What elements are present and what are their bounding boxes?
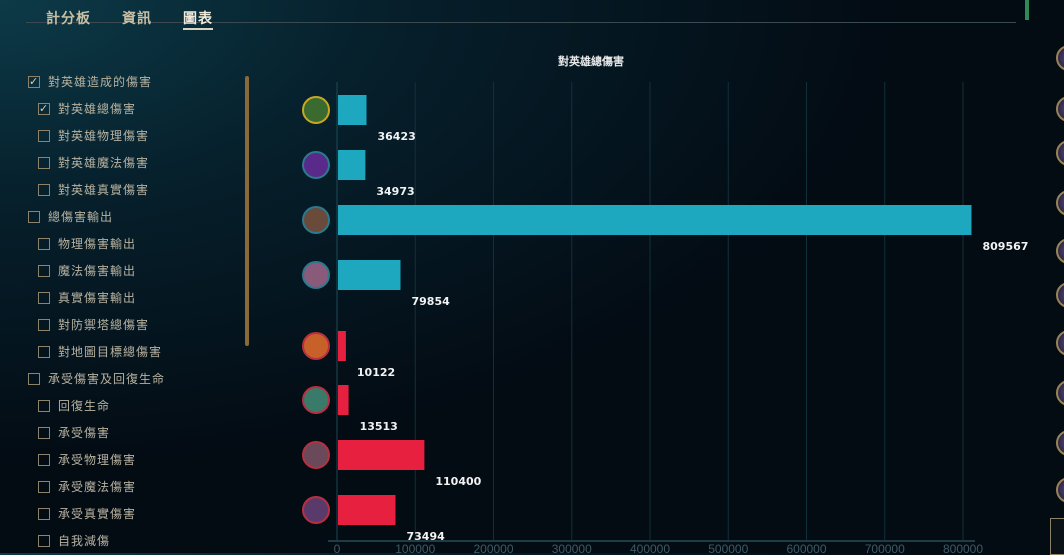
sidebar-item-label: 承受傷害 <box>58 426 111 440</box>
checkbox[interactable] <box>38 291 50 304</box>
bar <box>338 495 396 525</box>
sidebar-item[interactable]: 承受傷害及回復生命 <box>28 370 165 387</box>
sidebar-item-label: 回復生命 <box>58 399 111 413</box>
champion-icon <box>302 441 330 469</box>
sidebar-item-label: 承受物理傷害 <box>58 453 137 467</box>
sidebar-item-label: 對英雄總傷害 <box>58 102 137 116</box>
sidebar-item-label: 承受魔法傷害 <box>58 480 137 494</box>
sidebar-item-label: 總傷害輸出 <box>48 210 114 224</box>
sidebar-item[interactable]: 對英雄真實傷害 <box>38 181 149 198</box>
bar <box>338 440 425 470</box>
champion-icon <box>302 151 330 179</box>
bar-value-label: 34973 <box>376 185 414 198</box>
sidebar-item-label: 對防禦塔總傷害 <box>58 318 150 332</box>
bar <box>338 95 367 125</box>
sidebar-item-label: 承受真實傷害 <box>58 507 137 521</box>
bar <box>338 205 972 235</box>
checkbox[interactable] <box>28 210 40 223</box>
champion-icon <box>302 496 330 524</box>
checkbox[interactable] <box>28 372 40 385</box>
checkbox[interactable] <box>38 426 50 439</box>
chart-title: 對英雄總傷害 <box>558 55 624 68</box>
sidebar-item[interactable]: 承受魔法傷害 <box>38 478 136 495</box>
x-tick-label: 700000 <box>865 542 905 553</box>
sidebar-item[interactable]: 自我減傷 <box>38 532 110 549</box>
sidebar-item-label: 承受傷害及回復生命 <box>48 372 166 386</box>
bar <box>338 150 366 180</box>
checkbox[interactable] <box>38 534 50 547</box>
champion-icon <box>302 332 330 360</box>
sidebar-item[interactable]: 承受物理傷害 <box>38 451 136 468</box>
checkbox[interactable] <box>38 129 50 142</box>
x-tick-label: 500000 <box>708 542 748 553</box>
champion-icon <box>302 96 330 124</box>
status-bar <box>1025 0 1029 20</box>
checkbox[interactable] <box>38 156 50 169</box>
sidebar-item[interactable]: ✓ 對英雄總傷害 <box>38 100 136 117</box>
sidebar-item-label: 對英雄物理傷害 <box>58 129 150 143</box>
checkbox[interactable] <box>38 264 50 277</box>
bar-value-label: 110400 <box>435 475 481 488</box>
checkbox-checked[interactable]: ✓ <box>38 101 50 115</box>
checkbox[interactable] <box>38 453 50 466</box>
sidebar-item-label: 物理傷害輸出 <box>58 237 137 251</box>
x-tick-label: 100000 <box>395 542 435 553</box>
champion-icon <box>302 261 330 289</box>
tab-info[interactable]: 資訊 <box>122 11 152 27</box>
tab-scoreboard[interactable]: 計分板 <box>46 11 91 27</box>
checkbox[interactable] <box>38 345 50 358</box>
sidebar-item[interactable]: 物理傷害輸出 <box>38 235 136 252</box>
bar <box>338 331 346 361</box>
x-tick-label: 0 <box>334 542 341 553</box>
sidebar-item[interactable]: 承受真實傷害 <box>38 505 136 522</box>
x-tick-label: 400000 <box>630 542 670 553</box>
x-tick-label: 600000 <box>786 542 826 553</box>
bar <box>338 260 401 290</box>
x-tick-label: 800000 <box>943 542 983 553</box>
sidebar-item[interactable]: 真實傷害輸出 <box>38 289 136 306</box>
sidebar-scrollbar[interactable] <box>245 76 249 346</box>
corner-button[interactable] <box>1050 518 1064 555</box>
checkbox[interactable] <box>38 183 50 196</box>
bar-value-label: 73494 <box>407 530 446 543</box>
sidebar-item-label: 魔法傷害輸出 <box>58 264 137 278</box>
sidebar-item-label: 真實傷害輸出 <box>58 291 137 305</box>
x-tick-label: 200000 <box>473 542 513 553</box>
sidebar-item[interactable]: 回復生命 <box>38 397 110 414</box>
checkbox[interactable] <box>38 237 50 250</box>
sidebar-item[interactable]: 對英雄魔法傷害 <box>38 154 149 171</box>
sidebar-item-label: 對英雄真實傷害 <box>58 183 150 197</box>
sidebar-item[interactable]: 對地圖目標總傷害 <box>38 343 162 360</box>
sidebar-item-label: 對英雄造成的傷害 <box>48 75 153 89</box>
bar <box>338 385 349 415</box>
bar-value-label: 79854 <box>411 295 450 308</box>
checkbox[interactable] <box>38 318 50 331</box>
checkbox-checked[interactable]: ✓ <box>28 74 40 88</box>
sidebar-item-label: 對英雄魔法傷害 <box>58 156 150 170</box>
sidebar-item-label: 對地圖目標總傷害 <box>58 345 163 359</box>
tab-graphs[interactable]: 圖表 <box>183 8 213 30</box>
checkbox[interactable] <box>38 507 50 520</box>
bar-value-label: 809567 <box>982 240 1028 253</box>
x-tick-label: 300000 <box>552 542 592 553</box>
sidebar-item[interactable]: 對防禦塔總傷害 <box>38 316 149 333</box>
champion-icon <box>302 206 330 234</box>
sidebar-item[interactable]: ✓ 對英雄造成的傷害 <box>28 73 152 90</box>
sidebar-item[interactable]: 對英雄物理傷害 <box>38 127 149 144</box>
bar-value-label: 13513 <box>360 420 398 433</box>
checkbox[interactable] <box>38 399 50 412</box>
sidebar-item[interactable]: 承受傷害 <box>38 424 110 441</box>
sidebar-item[interactable]: 總傷害輸出 <box>28 208 113 225</box>
tab-bar: 計分板 資訊 圖表 <box>26 0 1016 30</box>
champion-icon <box>302 386 330 414</box>
checkbox[interactable] <box>38 480 50 493</box>
bar-value-label: 10122 <box>357 366 395 379</box>
sidebar-item-label: 自我減傷 <box>58 534 111 548</box>
bar-value-label: 36423 <box>378 130 416 143</box>
sidebar-item[interactable]: 魔法傷害輸出 <box>38 262 136 279</box>
